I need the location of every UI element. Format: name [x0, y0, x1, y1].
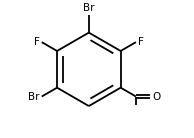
Text: Br: Br: [83, 3, 95, 13]
Text: F: F: [34, 37, 40, 47]
Text: Br: Br: [28, 91, 40, 102]
Text: F: F: [138, 37, 144, 47]
Text: O: O: [152, 91, 160, 102]
